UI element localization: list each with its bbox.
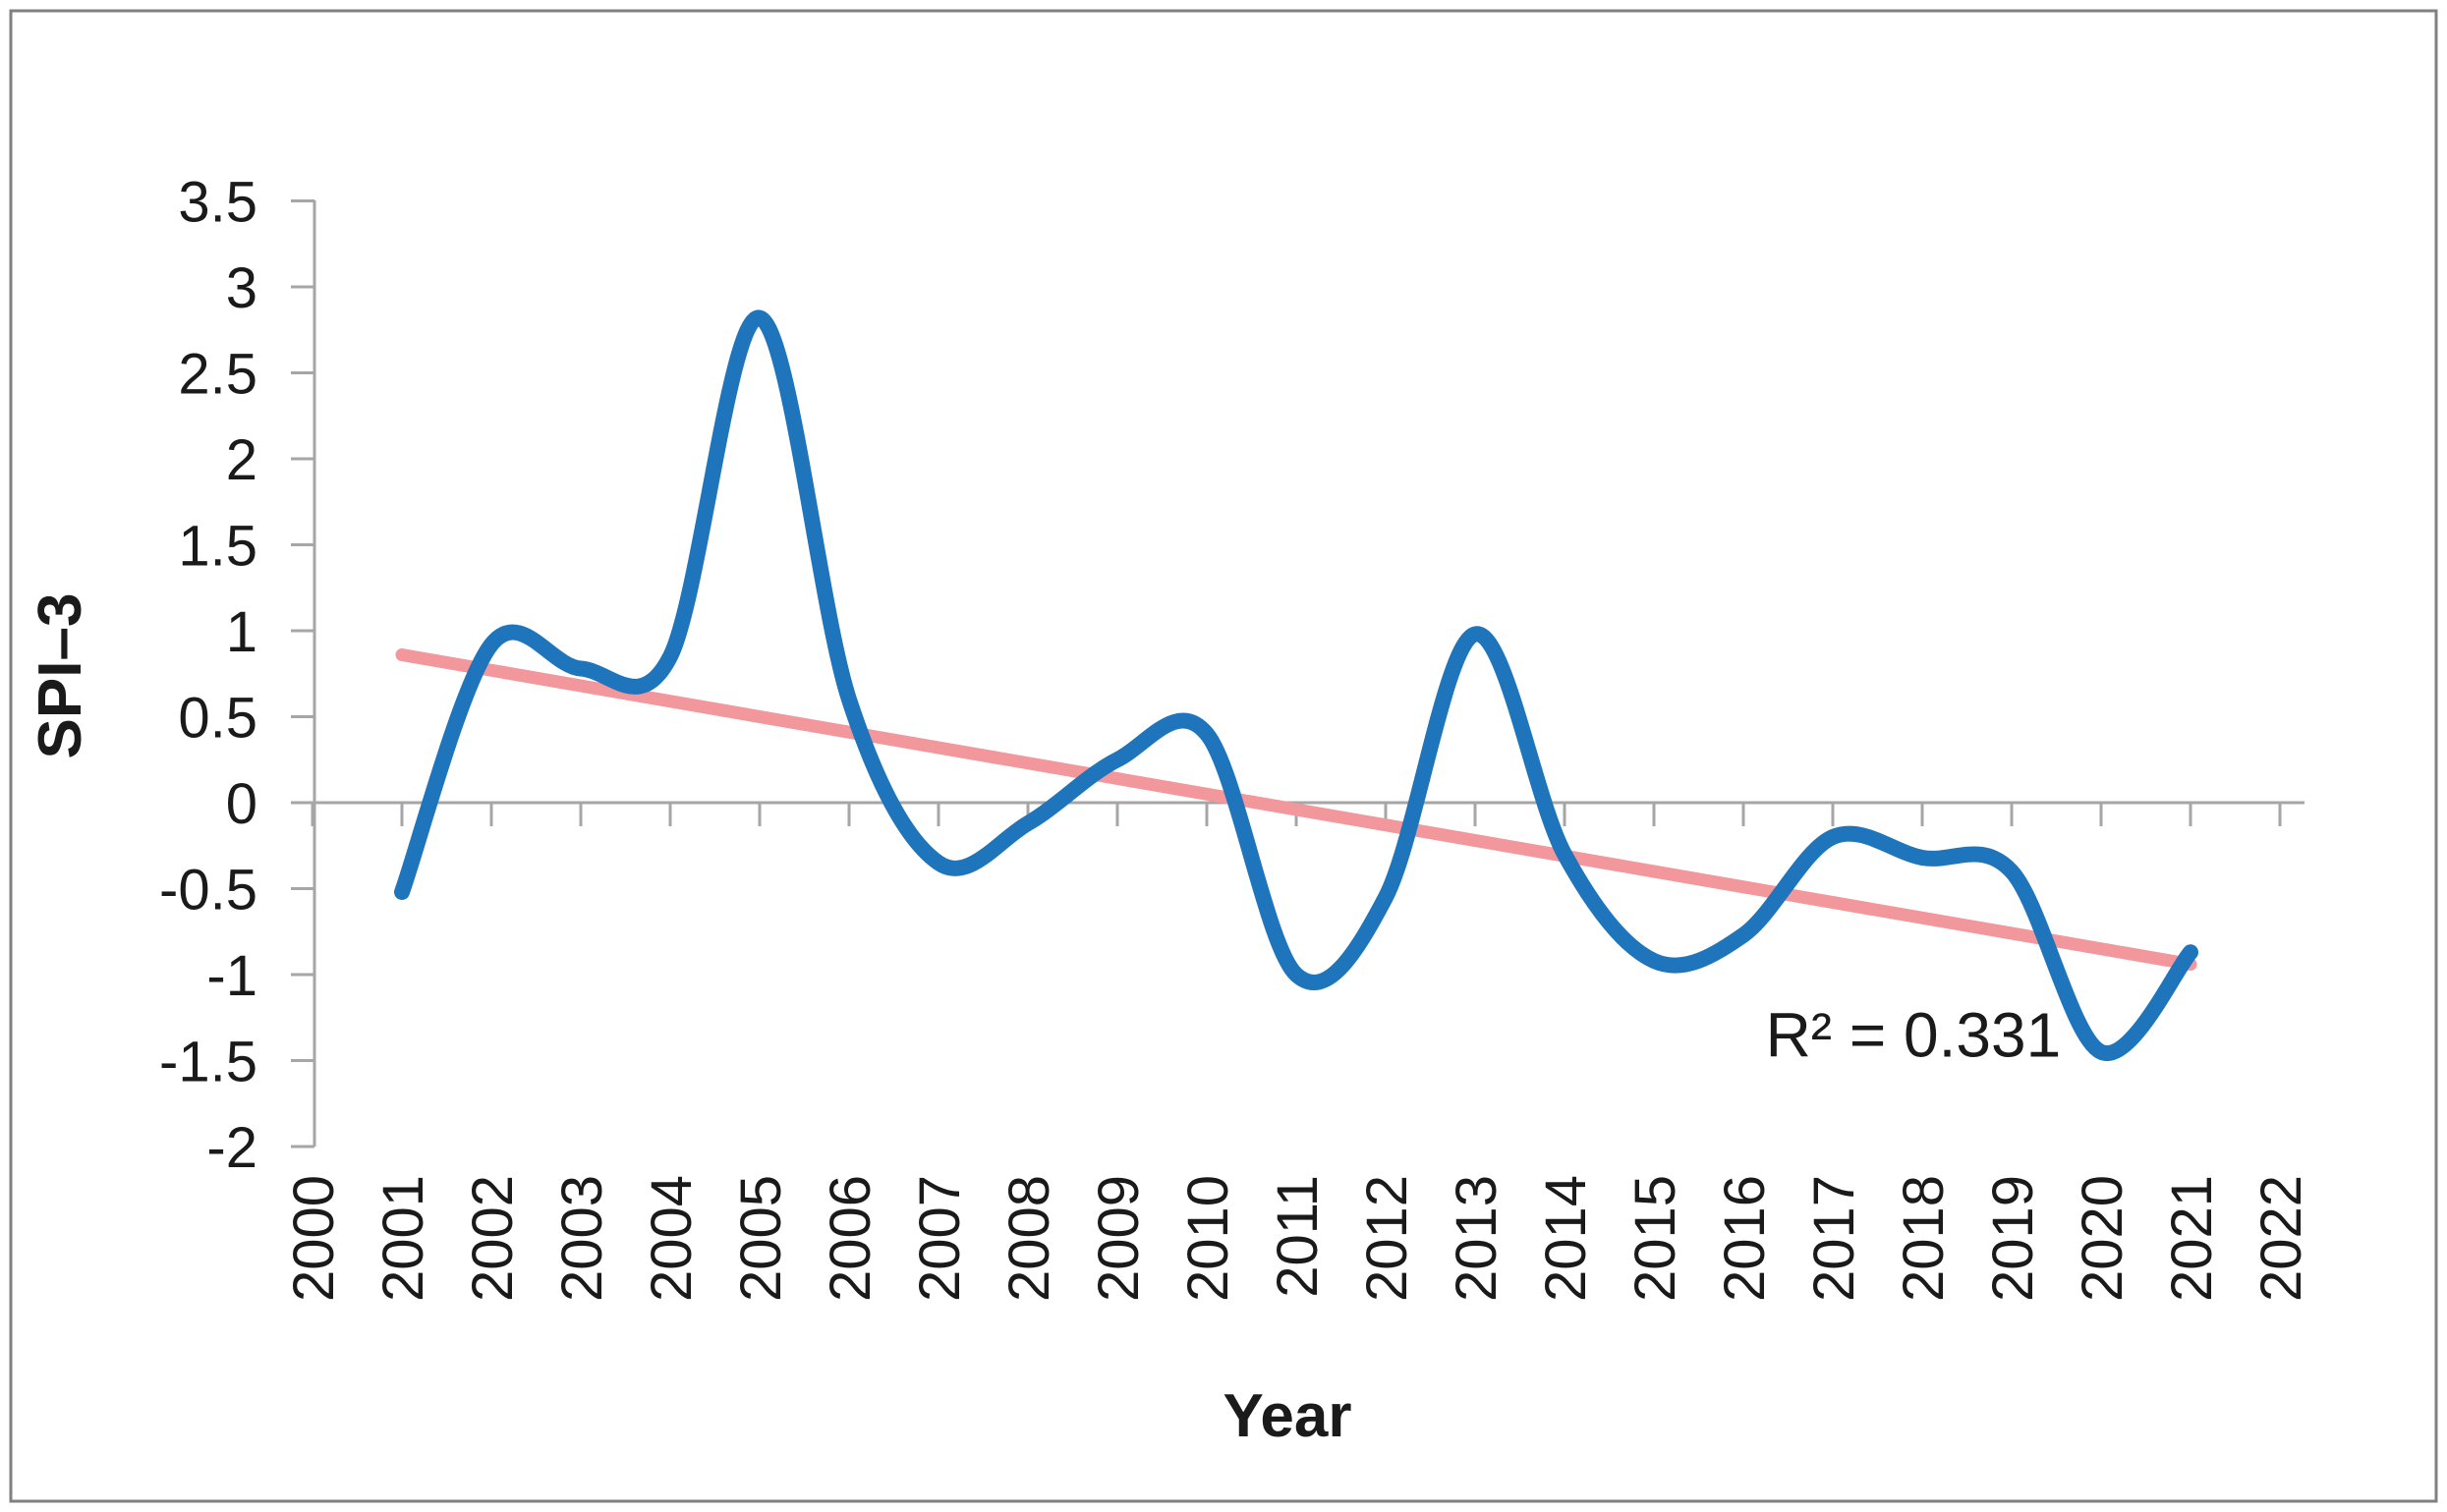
x-tick-label: 2008 bbox=[997, 1175, 1061, 1302]
x-tick-label: 2004 bbox=[640, 1175, 704, 1302]
y-tick-label: -1.5 bbox=[159, 1030, 257, 1093]
x-tick-label: 2003 bbox=[550, 1175, 614, 1302]
y-tick-label: 3.5 bbox=[178, 170, 257, 234]
y-tick-label: -2 bbox=[206, 1116, 257, 1180]
spi3-curve bbox=[394, 309, 2198, 1061]
x-tick-label: 2011 bbox=[1266, 1175, 1330, 1298]
x-tick-label: 2020 bbox=[2071, 1175, 2134, 1302]
x-tick-label: 2007 bbox=[908, 1175, 972, 1302]
x-axis-title: Year bbox=[1223, 1382, 1351, 1450]
x-tick-label: 2016 bbox=[1713, 1175, 1777, 1302]
y-tick-labels: 3.5 3 2.5 2 1.5 1 0.5 0 -0.5 -1 -1.5 -2 bbox=[159, 170, 257, 1180]
x-tick-label: 2021 bbox=[2160, 1175, 2224, 1302]
trend-line bbox=[395, 648, 2197, 971]
x-tick-label: 2000 bbox=[282, 1175, 346, 1302]
y-axis-title: SPI–3 bbox=[27, 593, 94, 759]
x-tick-label: 2002 bbox=[461, 1175, 525, 1302]
x-tick-label: 2001 bbox=[371, 1175, 435, 1302]
y-axis bbox=[291, 199, 316, 1148]
y-tick-label: 0 bbox=[226, 772, 257, 836]
x-tick-label: 2009 bbox=[1087, 1175, 1151, 1302]
x-axis bbox=[311, 801, 2305, 826]
x-tick-label: 2015 bbox=[1623, 1175, 1687, 1302]
y-tick-label: 3 bbox=[226, 256, 257, 320]
y-tick-label: 0.5 bbox=[178, 686, 257, 750]
x-tick-label: 2012 bbox=[1355, 1175, 1419, 1302]
x-tick-label: 2017 bbox=[1802, 1175, 1866, 1302]
r-squared-label: R² = 0.331 bbox=[1766, 999, 2062, 1070]
y-tick-label: -0.5 bbox=[159, 858, 257, 922]
x-tick-label: 2014 bbox=[1534, 1175, 1598, 1302]
x-tick-label: 2013 bbox=[1445, 1175, 1508, 1302]
x-tick-label: 2006 bbox=[819, 1175, 882, 1302]
y-tick-label: 1.5 bbox=[178, 514, 257, 578]
x-tick-label: 2019 bbox=[1981, 1175, 2045, 1302]
x-tick-labels: 2000 2001 2002 2003 2004 2005 2006 2007 2008 2009… bbox=[282, 1175, 2313, 1302]
y-tick-label: 1 bbox=[226, 600, 257, 664]
y-tick-label: -1 bbox=[206, 944, 257, 1008]
x-tick-label: 2022 bbox=[2249, 1175, 2313, 1302]
x-tick-label: 2018 bbox=[1892, 1175, 1956, 1302]
figure-border bbox=[9, 9, 2438, 1503]
y-tick-label: 2 bbox=[226, 428, 257, 492]
x-tick-label: 2010 bbox=[1176, 1175, 1240, 1302]
x-tick-label: 2005 bbox=[729, 1175, 793, 1302]
y-tick-label: 2.5 bbox=[178, 342, 257, 406]
